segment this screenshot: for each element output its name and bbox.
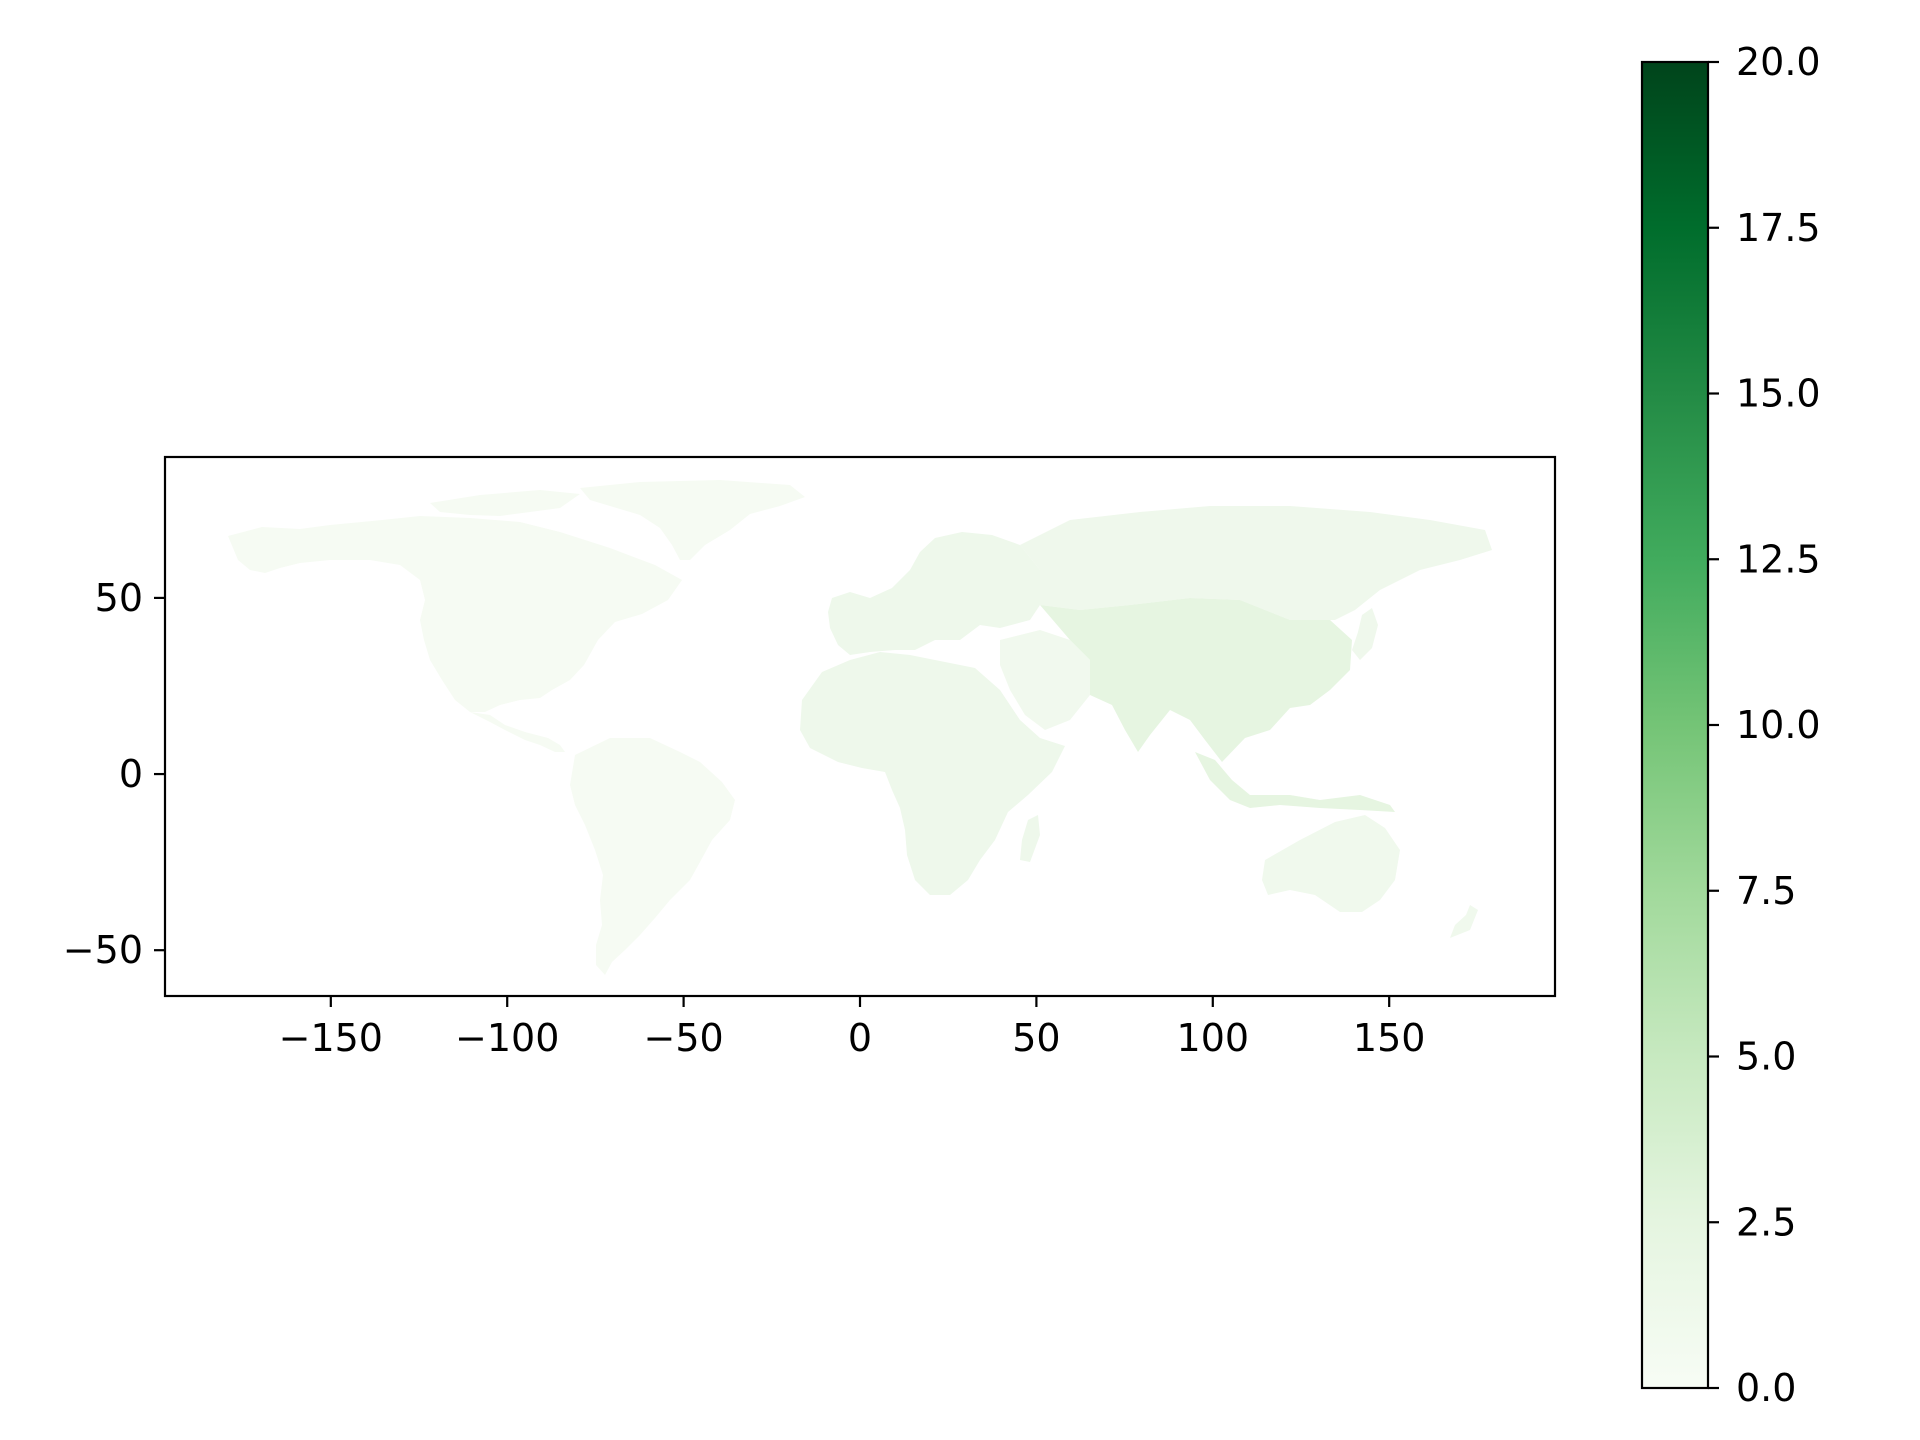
cbar-tick-7: 17.5 [1708, 206, 1821, 250]
x-tick-4: 50 [1012, 996, 1061, 1060]
x-axis: −150 −100 −50 0 50 100 150 [279, 996, 1426, 1060]
y-tick-2: 50 [95, 576, 165, 620]
landmass-middle-east [1000, 630, 1090, 730]
colorbar: 0.0 2.5 5.0 7.5 10.0 12.5 15.0 17.5 20.0 [1640, 40, 1821, 1410]
landmass-japan [1352, 608, 1378, 660]
landmass-central-america [470, 712, 565, 752]
x-tick-6: 150 [1353, 996, 1426, 1060]
y-axis: −50 0 50 [63, 576, 165, 972]
cbar-tick-0: 0.0 [1708, 1366, 1796, 1410]
cbar-tick-label: 0.0 [1736, 1366, 1796, 1410]
landmass-arctic-islands [430, 490, 580, 516]
x-tick-label: −100 [455, 1016, 559, 1060]
cbar-tick-3: 7.5 [1708, 869, 1796, 913]
x-tick-label: −150 [279, 1016, 383, 1060]
landmass-central-south-asia [1040, 598, 1352, 762]
landmass-southeast-asia [1195, 752, 1395, 812]
cbar-tick-8: 20.0 [1708, 40, 1821, 84]
cbar-tick-label: 12.5 [1736, 537, 1821, 581]
cbar-tick-label: 7.5 [1736, 869, 1796, 913]
cbar-tick-1: 2.5 [1708, 1200, 1796, 1244]
landmass-greenland [580, 480, 805, 560]
cbar-tick-label: 15.0 [1736, 372, 1821, 416]
x-tick-label: 100 [1177, 1016, 1250, 1060]
y-tick-0: −50 [63, 928, 165, 972]
landmass-north-america [228, 516, 682, 712]
landmass-madagascar [1020, 815, 1040, 862]
cbar-tick-label: 17.5 [1736, 206, 1821, 250]
y-tick-label: −50 [63, 928, 143, 972]
x-tick-label: 0 [848, 1016, 872, 1060]
x-tick-5: 100 [1177, 996, 1250, 1060]
colorbar-ticks: 0.0 2.5 5.0 7.5 10.0 12.5 15.0 17.5 20.0 [1708, 40, 1821, 1410]
landmass-australia [1262, 815, 1400, 912]
colorbar-gradient [1642, 62, 1708, 1388]
cbar-tick-5: 12.5 [1708, 537, 1821, 581]
cbar-tick-label: 10.0 [1736, 703, 1821, 747]
x-tick-3: 0 [848, 996, 872, 1060]
x-tick-label: 50 [1012, 1016, 1060, 1060]
cbar-tick-6: 15.0 [1708, 372, 1821, 416]
y-tick-label: 50 [95, 576, 143, 620]
cbar-tick-4: 10.0 [1708, 703, 1821, 747]
cbar-tick-label: 2.5 [1736, 1200, 1796, 1244]
x-tick-label: 150 [1353, 1016, 1426, 1060]
cbar-tick-label: 20.0 [1736, 40, 1821, 84]
landmass-new-zealand [1450, 905, 1478, 938]
y-tick-label: 0 [119, 752, 143, 796]
x-tick-0: −150 [279, 996, 383, 1060]
x-tick-2: −50 [644, 996, 724, 1060]
landmass-south-america [570, 738, 735, 975]
landmass-layer [228, 480, 1492, 975]
map-axes: −150 −100 −50 0 50 100 150 −50 0 50 [63, 455, 1557, 1060]
x-tick-1: −100 [455, 996, 559, 1060]
landmass-europe [828, 532, 1040, 655]
y-tick-1: 0 [119, 752, 165, 796]
landmass-northern-asia [1020, 506, 1492, 620]
cbar-tick-label: 5.0 [1736, 1035, 1796, 1079]
landmass-africa [800, 652, 1065, 895]
cbar-tick-2: 5.0 [1708, 1035, 1796, 1079]
x-tick-label: −50 [644, 1016, 724, 1060]
